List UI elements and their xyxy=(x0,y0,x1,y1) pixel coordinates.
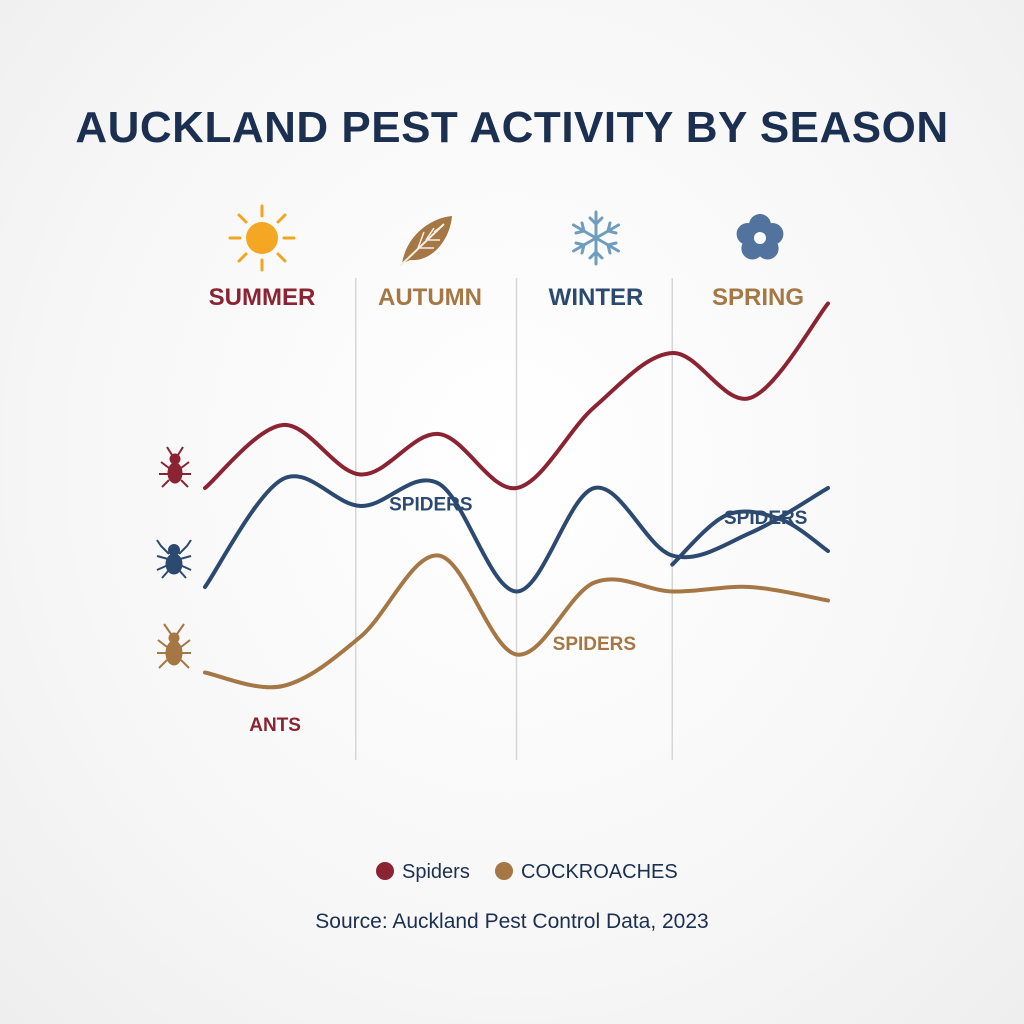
annotation-label-3: ANTS xyxy=(249,715,301,736)
series-annotations: SPIDERS SPIDERS SPIDERS ANTS xyxy=(249,495,807,737)
season-label-spring: SPRING xyxy=(712,284,804,311)
series-lines xyxy=(203,301,830,690)
leaf-icon xyxy=(399,216,452,267)
flower-icon xyxy=(736,214,784,260)
annotation-label-1: SPIDERS xyxy=(724,508,807,529)
series-line-2 xyxy=(203,553,830,690)
season-dividers xyxy=(355,278,673,760)
season-label-autumn: AUTUMN xyxy=(378,284,482,311)
sun-icon xyxy=(228,204,296,272)
legend: Spiders COCKROACHES xyxy=(376,861,678,883)
series-line-1-branch xyxy=(670,509,830,567)
legend-swatch-cockroaches xyxy=(495,862,513,880)
legend-label-spiders: Spiders xyxy=(402,861,470,883)
season-label-summer: SUMMER xyxy=(209,284,316,311)
annotation-label-2: SPIDERS xyxy=(553,634,636,655)
legend-swatch-spiders xyxy=(376,862,394,880)
series-line-0 xyxy=(203,301,830,491)
source-note: Source: Auckland Pest Control Data, 2023 xyxy=(315,910,708,933)
season-label-winter: WINTER xyxy=(549,284,644,311)
bug-icon xyxy=(159,446,191,488)
legend-label-cockroaches: COCKROACHES xyxy=(521,861,678,883)
annotation-label-0: SPIDERS xyxy=(389,495,472,516)
snowflake-icon xyxy=(572,210,620,266)
spider-icon xyxy=(156,539,192,579)
chart-title: AUCKLAND PEST ACTIVITY BY SEASON xyxy=(75,103,948,152)
cockroach-icon xyxy=(157,623,191,669)
series-line-1 xyxy=(203,474,830,594)
